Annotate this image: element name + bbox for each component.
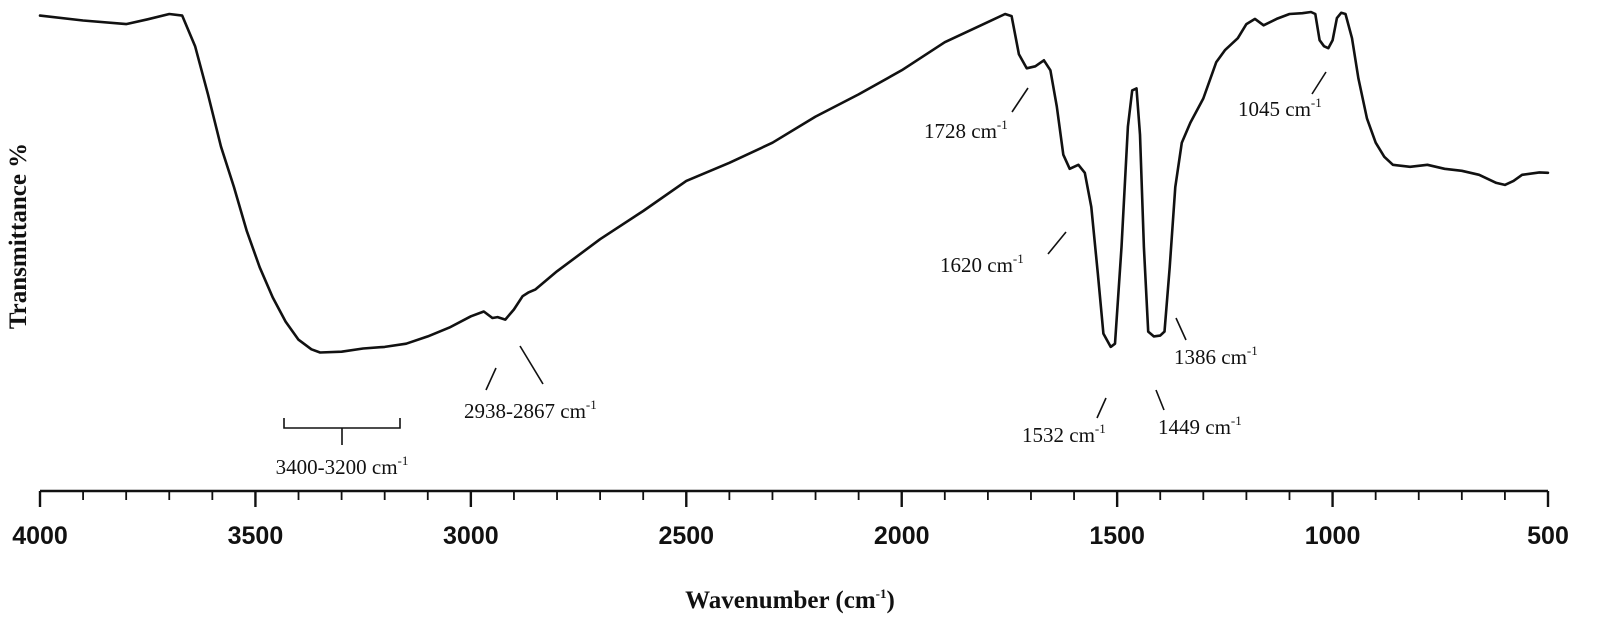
- annotation-1449: 1449 cm-1: [1158, 413, 1242, 439]
- x-ticks: [38, 491, 1550, 507]
- x-axis-title: Wavenumber (cm-1): [685, 586, 895, 614]
- annotation-3400-3200: 3400-3200 cm-1: [276, 453, 409, 479]
- annotation-1386: 1386 cm-1: [1174, 343, 1258, 369]
- x-tick-label-2500: 2500: [658, 522, 714, 550]
- annotation-leader-1532: [1096, 397, 1107, 419]
- annotation-1728: 1728 cm-1: [924, 117, 1008, 143]
- x-tick-label-2000: 2000: [874, 522, 930, 550]
- annotation-1045: 1045 cm-1: [1238, 95, 1322, 121]
- annotation-leader-1045: [1311, 71, 1327, 95]
- x-tick-label-4000: 4000: [12, 522, 68, 550]
- annotation-1532: 1532 cm-1: [1022, 421, 1106, 447]
- spectrum-line: [38, 10, 1550, 354]
- x-tick-label-1000: 1000: [1305, 522, 1361, 550]
- plot-area: [38, 10, 1550, 354]
- y-axis-title: Transmittance %: [5, 143, 32, 329]
- annotation-leader-1728: [1011, 87, 1029, 113]
- annotation-2938-2867: 2938-2867 cm-1: [464, 397, 597, 423]
- x-tick-label-1500: 1500: [1089, 522, 1145, 550]
- annotation-1620: 1620 cm-1: [940, 251, 1024, 277]
- x-tick-labels: 4000 3500 3000 2500 2000 1500 1000 500: [12, 522, 1569, 550]
- annotation-leader-1449: [1155, 389, 1165, 411]
- x-tick-label-3500: 3500: [228, 522, 284, 550]
- x-tick-label-3000: 3000: [443, 522, 499, 550]
- annotation-leader-2867: [519, 345, 544, 385]
- annotation-leader-2938: [485, 367, 497, 391]
- annotations: 3400-3200 cm-1 2938-2867 cm-1 1728 cm-1 …: [276, 71, 1327, 479]
- x-axis: 4000 3500 3000 2500 2000 1500 1000 500 W…: [12, 489, 1569, 614]
- annotation-leader-1386: [1175, 317, 1187, 341]
- x-tick-label-500: 500: [1527, 522, 1569, 550]
- annotation-leader-1620: [1047, 231, 1067, 255]
- annotation-bracket-3400-3200: [283, 418, 401, 445]
